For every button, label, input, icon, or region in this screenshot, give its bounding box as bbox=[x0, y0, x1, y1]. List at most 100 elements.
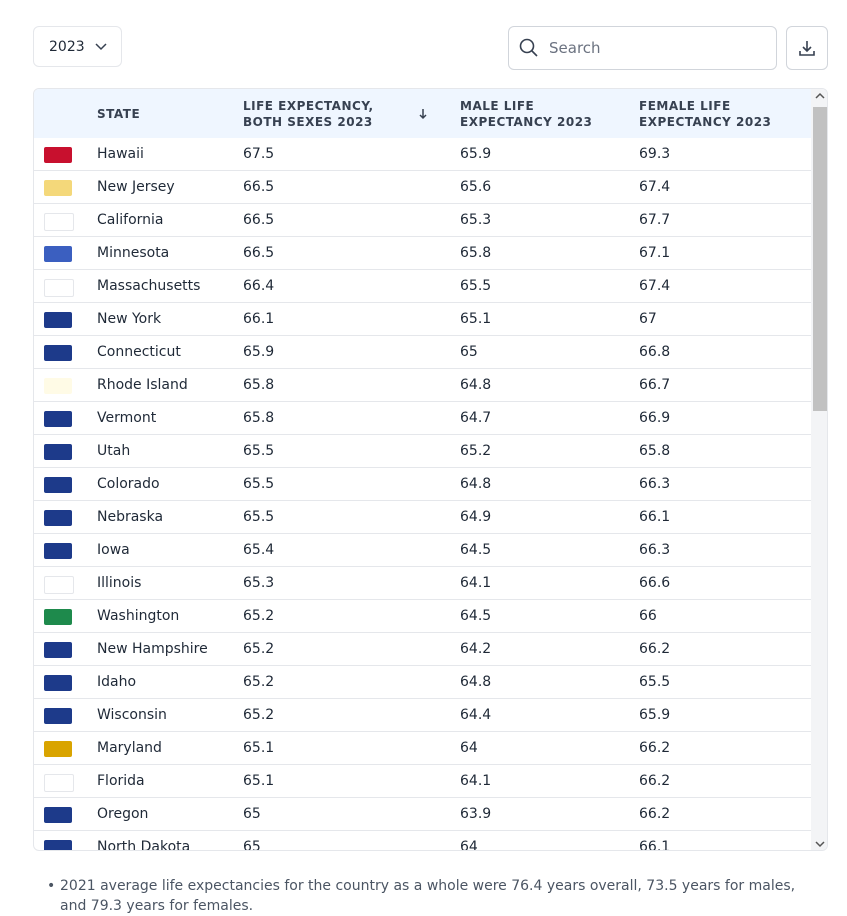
table-row: Utah 65.5 65.2 65.8 bbox=[34, 435, 811, 468]
value-cell: 66.1 bbox=[243, 311, 275, 327]
table-header: STATE LIFE EXPECTANCY, BOTH SEXES 2023 M… bbox=[34, 89, 811, 138]
header-cell[interactable]: MALE LIFE EXPECTANCY 2023 bbox=[460, 99, 593, 129]
state-flag bbox=[44, 180, 72, 196]
state-flag bbox=[44, 609, 72, 625]
value-cell: 65.5 bbox=[639, 674, 671, 690]
value-cell: 64.1 bbox=[460, 773, 492, 789]
state-flag bbox=[44, 840, 72, 850]
state-cell: Oregon bbox=[97, 806, 149, 822]
state-flag bbox=[44, 774, 74, 792]
value-cell: 65.9 bbox=[243, 344, 275, 360]
value-cell: 66.4 bbox=[243, 278, 275, 294]
value-cell: 65.3 bbox=[460, 212, 492, 228]
value-cell: 65.8 bbox=[243, 377, 275, 393]
table-row: New Hampshire 65.2 64.2 66.2 bbox=[34, 633, 811, 666]
value-cell: 65.9 bbox=[639, 707, 671, 723]
scroll-down[interactable] bbox=[815, 840, 825, 848]
state-cell: Colorado bbox=[97, 476, 160, 492]
search-icon bbox=[519, 38, 538, 57]
state-flag bbox=[44, 576, 74, 594]
value-cell: 65.5 bbox=[460, 278, 492, 294]
state-flag bbox=[44, 345, 72, 361]
value-cell: 65.4 bbox=[243, 542, 275, 558]
value-cell: 65 bbox=[243, 806, 261, 822]
value-cell: 66 bbox=[639, 608, 657, 624]
value-cell: 64.2 bbox=[460, 641, 492, 657]
value-cell: 65 bbox=[243, 839, 261, 851]
header-cell[interactable]: STATE bbox=[97, 107, 141, 121]
state-cell: New Jersey bbox=[97, 179, 175, 195]
state-cell: Illinois bbox=[97, 575, 142, 591]
state-cell: Florida bbox=[97, 773, 145, 789]
table: STATE LIFE EXPECTANCY, BOTH SEXES 2023 M… bbox=[33, 88, 828, 851]
state-flag bbox=[44, 213, 74, 231]
header-cell[interactable]: FEMALE LIFE EXPECTANCY 2023 bbox=[639, 99, 772, 129]
state-flag bbox=[44, 444, 72, 460]
state-cell: New York bbox=[97, 311, 162, 327]
state-cell: Utah bbox=[97, 443, 131, 459]
state-cell: Minnesota bbox=[97, 245, 170, 261]
table-row: Colorado 65.5 64.8 66.3 bbox=[34, 468, 811, 501]
state-cell: North Dakota bbox=[97, 839, 191, 851]
state-cell: Rhode Island bbox=[97, 377, 188, 393]
value-cell: 63.9 bbox=[460, 806, 492, 822]
value-cell: 66.2 bbox=[639, 806, 671, 822]
scroll-thumb[interactable] bbox=[813, 107, 827, 411]
value-cell: 65.8 bbox=[460, 245, 492, 261]
state-flag bbox=[44, 246, 72, 262]
table-row: Minnesota 66.5 65.8 67.1 bbox=[34, 237, 811, 270]
state-cell: Washington bbox=[97, 608, 180, 624]
value-cell: 65.2 bbox=[460, 443, 492, 459]
value-cell: 67.7 bbox=[639, 212, 671, 228]
table-row: Illinois 65.3 64.1 66.6 bbox=[34, 567, 811, 600]
value-cell: 64.8 bbox=[460, 674, 492, 690]
sort-icon bbox=[419, 109, 427, 120]
table-row: Washington 65.2 64.5 66 bbox=[34, 600, 811, 633]
value-cell: 66.6 bbox=[639, 575, 671, 591]
year-value: 2023 bbox=[49, 38, 85, 55]
table-row: Maryland 65.1 64 66.2 bbox=[34, 732, 811, 765]
state-flag bbox=[44, 642, 72, 658]
value-cell: 67.1 bbox=[639, 245, 671, 261]
value-cell: 65.8 bbox=[243, 410, 275, 426]
value-cell: 65.2 bbox=[243, 707, 275, 723]
value-cell: 66.3 bbox=[639, 476, 671, 492]
search-box[interactable]: Search bbox=[508, 26, 777, 70]
state-flag bbox=[44, 675, 72, 691]
value-cell: 65 bbox=[460, 344, 478, 360]
table-row: North Dakota 65 64 66.1 bbox=[34, 831, 811, 851]
value-cell: 65.1 bbox=[243, 740, 275, 756]
state-cell: Wisconsin bbox=[97, 707, 167, 723]
state-flag bbox=[44, 147, 72, 163]
value-cell: 65.5 bbox=[243, 509, 275, 525]
value-cell: 66.5 bbox=[243, 212, 275, 228]
value-cell: 64.7 bbox=[460, 410, 492, 426]
table-row: Rhode Island 65.8 64.8 66.7 bbox=[34, 369, 811, 402]
scrollbar[interactable] bbox=[811, 89, 827, 850]
value-cell: 65.1 bbox=[460, 311, 492, 327]
download-button[interactable] bbox=[786, 26, 828, 70]
state-flag bbox=[44, 411, 72, 427]
table-row: Massachusetts 66.4 65.5 67.4 bbox=[34, 270, 811, 303]
value-cell: 65.3 bbox=[243, 575, 275, 591]
state-cell: Iowa bbox=[97, 542, 130, 558]
state-flag bbox=[44, 510, 72, 526]
value-cell: 64.8 bbox=[460, 476, 492, 492]
value-cell: 67.4 bbox=[639, 278, 671, 294]
year-select[interactable]: 2023 bbox=[33, 26, 122, 67]
value-cell: 65.1 bbox=[243, 773, 275, 789]
value-cell: 66.2 bbox=[639, 773, 671, 789]
header-cell[interactable]: LIFE EXPECTANCY, BOTH SEXES 2023 bbox=[243, 99, 374, 129]
table-row: Florida 65.1 64.1 66.2 bbox=[34, 765, 811, 798]
value-cell: 66.5 bbox=[243, 179, 275, 195]
state-cell: California bbox=[97, 212, 164, 228]
value-cell: 66.3 bbox=[639, 542, 671, 558]
scroll-up[interactable] bbox=[815, 92, 825, 100]
value-cell: 66.7 bbox=[639, 377, 671, 393]
search-placeholder: Search bbox=[549, 39, 601, 57]
state-flag bbox=[44, 807, 72, 823]
value-cell: 64 bbox=[460, 839, 478, 851]
state-cell: Massachusetts bbox=[97, 278, 201, 294]
table-row: Wisconsin 65.2 64.4 65.9 bbox=[34, 699, 811, 732]
value-cell: 65.5 bbox=[243, 443, 275, 459]
